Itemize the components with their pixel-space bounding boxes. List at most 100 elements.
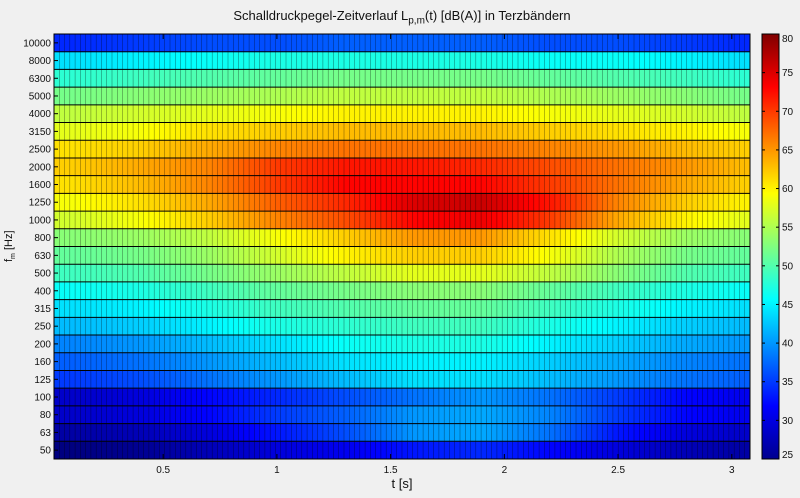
heatmap-cell bbox=[602, 193, 609, 212]
heatmap-cell bbox=[307, 193, 313, 212]
heatmap-cell bbox=[196, 441, 203, 460]
heatmap-cell bbox=[549, 246, 556, 265]
heatmap-cell bbox=[222, 317, 229, 336]
heatmap-cell bbox=[475, 370, 482, 389]
heatmap-cell bbox=[396, 335, 403, 354]
heatmap-cell bbox=[212, 317, 218, 336]
heatmap-cell bbox=[106, 228, 113, 247]
heatmap-cell bbox=[618, 441, 624, 460]
heatmap-cell bbox=[296, 69, 303, 88]
heatmap-cell bbox=[681, 246, 688, 265]
heatmap-cell bbox=[539, 34, 545, 53]
y-tick-label: 400 bbox=[34, 286, 51, 297]
heatmap-cell bbox=[338, 157, 345, 177]
heatmap-cell bbox=[217, 281, 224, 301]
heatmap-cell bbox=[307, 423, 313, 442]
heatmap-cell bbox=[344, 193, 350, 212]
heatmap-cell bbox=[539, 175, 545, 194]
heatmap-cell bbox=[449, 281, 456, 301]
heatmap-cell bbox=[80, 51, 87, 70]
heatmap-cell bbox=[681, 104, 688, 123]
heatmap-cell bbox=[412, 211, 419, 230]
heatmap-cell bbox=[154, 51, 160, 70]
heatmap-cell bbox=[523, 246, 529, 265]
heatmap-cell bbox=[670, 317, 677, 336]
heatmap-cell bbox=[660, 140, 667, 159]
heatmap-cell bbox=[428, 388, 435, 407]
heatmap-cell bbox=[380, 423, 387, 442]
heatmap-cell bbox=[628, 264, 635, 283]
heatmap-cell bbox=[296, 299, 303, 318]
heatmap-cell bbox=[133, 193, 139, 212]
heatmap-cell bbox=[634, 122, 640, 141]
heatmap-cell bbox=[338, 405, 345, 424]
heatmap-cell bbox=[127, 388, 134, 407]
heatmap-cell bbox=[301, 69, 308, 88]
heatmap-cell bbox=[370, 423, 377, 442]
heatmap-cell bbox=[185, 317, 192, 336]
heatmap-cell bbox=[417, 264, 424, 283]
heatmap-cell bbox=[180, 211, 187, 230]
heatmap-cell bbox=[570, 34, 577, 53]
heatmap-cell bbox=[438, 157, 445, 177]
heatmap-cell bbox=[423, 352, 429, 371]
heatmap-cell bbox=[423, 211, 429, 230]
heatmap-cell bbox=[744, 87, 751, 106]
heatmap-cell bbox=[402, 370, 408, 389]
heatmap-cell bbox=[64, 246, 71, 265]
heatmap-cell bbox=[491, 423, 498, 442]
heatmap-cell bbox=[744, 388, 751, 407]
heatmap-cell bbox=[565, 352, 572, 371]
heatmap-cell bbox=[96, 122, 102, 141]
heatmap-cell bbox=[90, 405, 97, 424]
heatmap-cell bbox=[280, 388, 287, 407]
heatmap-cell bbox=[96, 352, 102, 371]
heatmap-cell bbox=[539, 69, 545, 88]
heatmap-cell bbox=[533, 104, 540, 123]
heatmap-cell bbox=[328, 264, 334, 283]
heatmap-cell bbox=[338, 281, 345, 301]
heatmap-cell bbox=[576, 193, 582, 212]
heatmap-cell bbox=[138, 122, 145, 141]
heatmap-cell bbox=[249, 281, 255, 301]
heatmap-cell bbox=[175, 441, 181, 460]
heatmap-cell bbox=[539, 441, 545, 460]
heatmap-cell bbox=[259, 246, 266, 265]
heatmap-cell bbox=[523, 87, 529, 106]
heatmap-cell bbox=[554, 441, 561, 460]
heatmap-cell bbox=[396, 34, 403, 53]
heatmap-cell bbox=[159, 140, 166, 159]
heatmap-cell bbox=[328, 140, 334, 159]
heatmap-cell bbox=[528, 317, 535, 336]
heatmap-cell bbox=[222, 104, 229, 123]
heatmap-cell bbox=[713, 281, 719, 301]
heatmap-cell bbox=[607, 335, 614, 354]
heatmap-cell bbox=[143, 281, 150, 301]
heatmap-cell bbox=[270, 299, 276, 318]
heatmap-cell bbox=[312, 441, 319, 460]
heatmap-cell bbox=[454, 175, 461, 194]
heatmap-cell bbox=[196, 157, 203, 177]
heatmap-cell bbox=[138, 87, 145, 106]
heatmap-cell bbox=[328, 405, 334, 424]
heatmap-cell bbox=[444, 441, 450, 460]
heatmap-cell bbox=[486, 51, 493, 70]
heatmap-cell bbox=[681, 317, 688, 336]
heatmap-cell bbox=[502, 69, 508, 88]
heatmap-cell bbox=[512, 246, 519, 265]
heatmap-cell bbox=[528, 423, 535, 442]
heatmap-cell bbox=[243, 423, 250, 442]
heatmap-cell bbox=[201, 122, 208, 141]
heatmap-cell bbox=[117, 87, 123, 106]
heatmap-cell bbox=[591, 69, 598, 88]
heatmap-cell bbox=[307, 211, 313, 230]
heatmap-cell bbox=[681, 299, 688, 318]
heatmap-cell bbox=[438, 388, 445, 407]
heatmap-cell bbox=[554, 211, 561, 230]
heatmap-cell bbox=[618, 246, 624, 265]
heatmap-cell bbox=[328, 157, 334, 177]
heatmap-cell bbox=[344, 34, 350, 53]
heatmap-cell bbox=[702, 193, 709, 212]
heatmap-cell bbox=[702, 157, 709, 177]
heatmap-cell bbox=[264, 122, 271, 141]
